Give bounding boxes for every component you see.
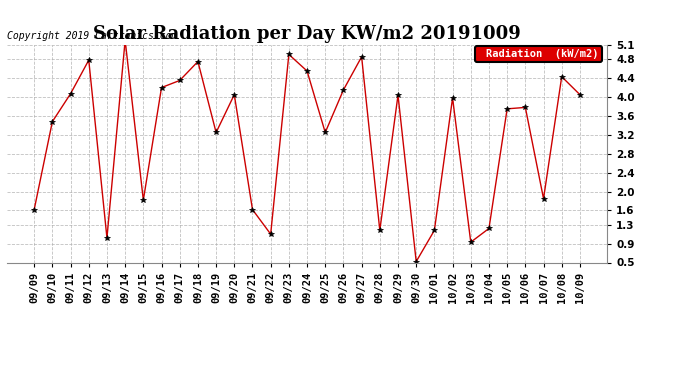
Title: Solar Radiation per Day KW/m2 20191009: Solar Radiation per Day KW/m2 20191009 <box>93 26 521 44</box>
Text: Copyright 2019 Cartronics.com: Copyright 2019 Cartronics.com <box>7 31 177 40</box>
Legend: Radiation  (kW/m2): Radiation (kW/m2) <box>475 46 602 62</box>
